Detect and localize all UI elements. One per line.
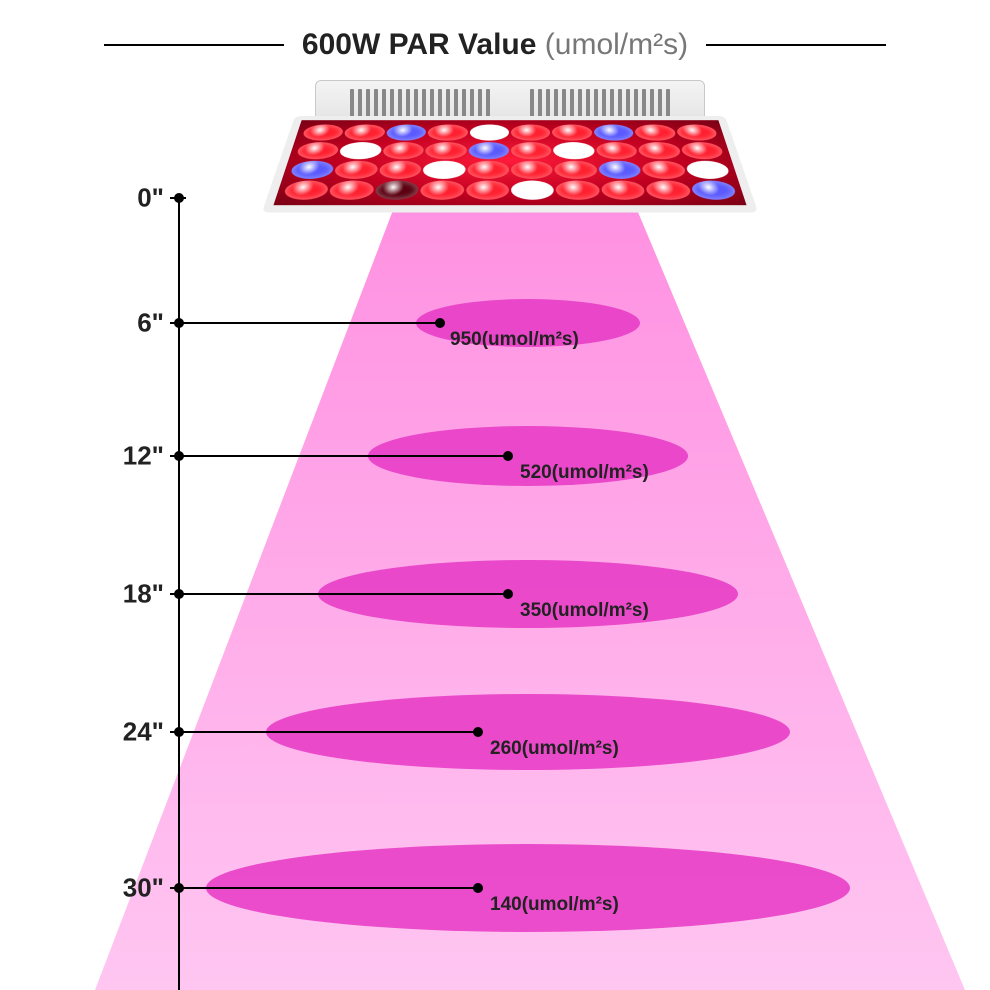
- led-red: [641, 161, 687, 179]
- led-red: [301, 124, 345, 140]
- distance-label: 0": [137, 183, 164, 214]
- par-value: 140(umol/m²s): [490, 894, 619, 916]
- title-rule-left: [104, 44, 284, 46]
- led-red: [511, 142, 552, 159]
- led-ir: [374, 181, 420, 200]
- led-red: [675, 124, 719, 140]
- led-blue: [385, 124, 427, 140]
- led-red: [425, 142, 467, 159]
- led-white: [553, 142, 595, 159]
- title-row: 600W PAR Value (umol/m²s): [0, 28, 990, 62]
- led-red: [637, 142, 681, 159]
- led-blue: [689, 181, 738, 200]
- leader-dot-icon: [435, 318, 445, 328]
- leader-dot-icon: [503, 589, 513, 599]
- distance-label: 6": [137, 308, 164, 339]
- leader-line: [179, 887, 479, 889]
- led-blue: [593, 124, 635, 140]
- led-panel: [262, 116, 758, 213]
- led-red: [378, 161, 423, 179]
- led-red: [554, 161, 597, 179]
- par-value: 520(umol/m²s): [520, 462, 649, 484]
- leader-dot-icon: [473, 727, 483, 737]
- leader-line: [179, 593, 509, 595]
- led-red: [679, 142, 725, 159]
- page-title: 600W PAR Value (umol/m²s): [302, 28, 688, 62]
- led-blue: [289, 161, 336, 179]
- led-red: [511, 124, 551, 140]
- leader-dot-icon: [473, 883, 483, 893]
- led-white: [338, 142, 382, 159]
- led-red: [600, 181, 646, 200]
- leader-line: [179, 455, 509, 457]
- distance-label: 18": [123, 579, 164, 610]
- distance-label: 24": [123, 717, 164, 748]
- title-unit: (umol/m²s): [545, 28, 688, 61]
- led-white: [511, 181, 555, 200]
- led-white: [684, 161, 731, 179]
- distance-label: 12": [123, 441, 164, 472]
- par-value: 950(umol/m²s): [450, 329, 579, 351]
- led-red: [381, 142, 424, 159]
- led-red: [343, 124, 386, 140]
- par-value: 350(umol/m²s): [520, 600, 649, 622]
- vent-right: [530, 89, 670, 119]
- led-white: [422, 161, 465, 179]
- led-blue: [598, 161, 643, 179]
- led-blue: [468, 142, 509, 159]
- led-red: [465, 181, 509, 200]
- led-red: [511, 161, 553, 179]
- leader-line: [179, 322, 441, 324]
- axis-dot-icon: [174, 193, 184, 203]
- par-value: 260(umol/m²s): [490, 738, 619, 760]
- title-main: 600W PAR Value: [302, 28, 537, 61]
- led-red: [595, 142, 638, 159]
- title-rule-right: [706, 44, 886, 46]
- distance-label: 30": [123, 873, 164, 904]
- vent-left: [350, 89, 490, 119]
- grow-light-fixture: [295, 80, 725, 235]
- led-red: [328, 181, 375, 200]
- led-red: [467, 161, 509, 179]
- led-red: [295, 142, 340, 159]
- led-red: [556, 181, 601, 200]
- led-red: [645, 181, 692, 200]
- leader-line: [179, 731, 479, 733]
- led-grid: [282, 124, 738, 199]
- led-red: [552, 124, 593, 140]
- led-red: [427, 124, 468, 140]
- leader-dot-icon: [503, 451, 513, 461]
- led-white: [469, 124, 509, 140]
- led-red: [419, 181, 464, 200]
- led-red: [634, 124, 677, 140]
- led-red: [333, 161, 379, 179]
- led-red: [282, 181, 331, 200]
